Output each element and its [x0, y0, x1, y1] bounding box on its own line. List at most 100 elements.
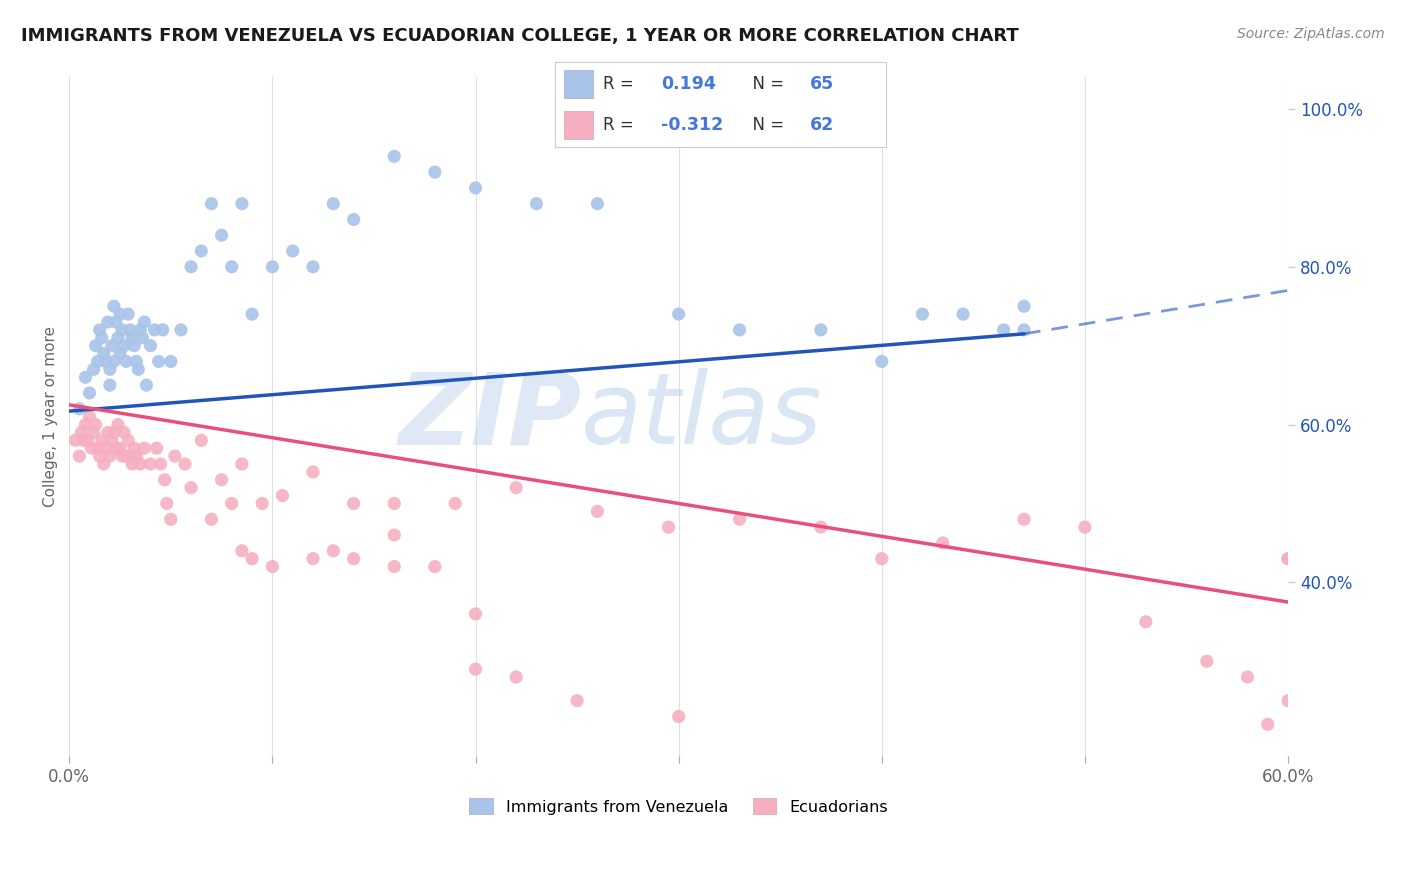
Point	[112, 425, 135, 440]
Point	[120, 323, 142, 337]
FancyBboxPatch shape	[564, 70, 593, 98]
Point	[505, 670, 527, 684]
Text: atlas: atlas	[581, 368, 823, 465]
FancyBboxPatch shape	[564, 111, 593, 139]
Point	[129, 323, 152, 337]
Point	[156, 496, 179, 510]
Point	[115, 449, 138, 463]
Point	[444, 496, 467, 510]
Point	[565, 694, 588, 708]
Point	[240, 307, 263, 321]
Point	[153, 473, 176, 487]
Point	[131, 331, 153, 345]
Point	[221, 496, 243, 510]
Point	[148, 354, 170, 368]
Point	[117, 307, 139, 321]
Point	[281, 244, 304, 258]
Text: 65: 65	[810, 75, 834, 93]
Point	[526, 196, 548, 211]
Text: R =: R =	[603, 116, 640, 134]
Point	[505, 481, 527, 495]
Point	[1257, 717, 1279, 731]
Point	[84, 417, 107, 432]
Point	[586, 196, 609, 211]
Point	[382, 149, 405, 163]
Point	[174, 457, 197, 471]
Point	[1236, 670, 1258, 684]
Point	[190, 244, 212, 258]
Point	[107, 331, 129, 345]
Point	[1195, 654, 1218, 668]
Point	[98, 378, 121, 392]
Point	[97, 425, 120, 440]
Point	[657, 520, 679, 534]
Point	[129, 457, 152, 471]
Text: -0.312: -0.312	[661, 116, 723, 134]
Point	[90, 434, 112, 448]
Point	[86, 354, 108, 368]
Point	[121, 331, 143, 345]
Point	[221, 260, 243, 274]
Point	[79, 409, 101, 424]
Point	[84, 339, 107, 353]
Point	[810, 520, 832, 534]
Point	[121, 457, 143, 471]
Text: N =: N =	[742, 75, 789, 93]
Point	[382, 496, 405, 510]
Point	[79, 386, 101, 401]
Point	[101, 339, 124, 353]
Point	[83, 362, 105, 376]
Point	[262, 260, 284, 274]
Point	[115, 354, 138, 368]
Point	[139, 339, 162, 353]
Point	[163, 449, 186, 463]
Point	[343, 496, 366, 510]
Point	[112, 339, 135, 353]
Point	[89, 323, 111, 337]
Point	[98, 449, 121, 463]
Point	[271, 489, 294, 503]
Point	[302, 551, 325, 566]
Point	[423, 559, 446, 574]
Point	[80, 442, 103, 456]
Point	[302, 465, 325, 479]
Point	[139, 457, 162, 471]
Point	[108, 307, 131, 321]
Point	[111, 449, 134, 463]
Point	[1012, 299, 1035, 313]
Point	[1012, 323, 1035, 337]
Point	[93, 346, 115, 360]
Point	[149, 457, 172, 471]
Point	[231, 543, 253, 558]
Point	[135, 378, 157, 392]
Point	[343, 212, 366, 227]
Point	[668, 709, 690, 723]
Point	[810, 323, 832, 337]
Point	[870, 551, 893, 566]
Point	[117, 434, 139, 448]
Point	[322, 196, 344, 211]
Point	[870, 354, 893, 368]
Point	[302, 260, 325, 274]
Point	[103, 299, 125, 313]
Point	[122, 442, 145, 456]
Point	[98, 362, 121, 376]
Point	[382, 559, 405, 574]
Point	[159, 512, 181, 526]
Point	[67, 449, 90, 463]
Text: N =: N =	[742, 116, 789, 134]
Point	[728, 512, 751, 526]
Point	[1277, 551, 1299, 566]
Point	[103, 354, 125, 368]
Point	[1277, 551, 1299, 566]
Point	[170, 323, 193, 337]
Point	[108, 346, 131, 360]
Text: 0.194: 0.194	[661, 75, 716, 93]
Point	[911, 307, 934, 321]
Point	[65, 434, 87, 448]
Point	[668, 307, 690, 321]
Point	[75, 417, 97, 432]
Point	[952, 307, 974, 321]
Text: R =: R =	[603, 75, 640, 93]
Point	[101, 434, 124, 448]
